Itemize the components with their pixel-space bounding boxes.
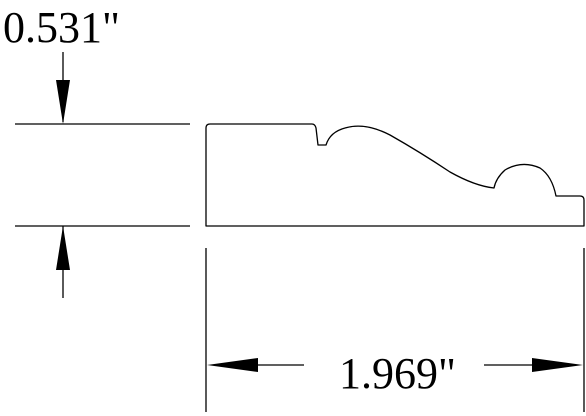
height-dimension-label: 0.531" [3, 3, 120, 52]
width-dimension-arrow-right [484, 358, 583, 372]
width-dimension-arrow-left [207, 358, 304, 372]
width-dimension-label: 1.969" [339, 349, 456, 398]
height-dimension-arrow-top [56, 52, 70, 124]
height-dimension-arrow-bottom [56, 226, 70, 298]
molding-profile [205, 123, 585, 227]
